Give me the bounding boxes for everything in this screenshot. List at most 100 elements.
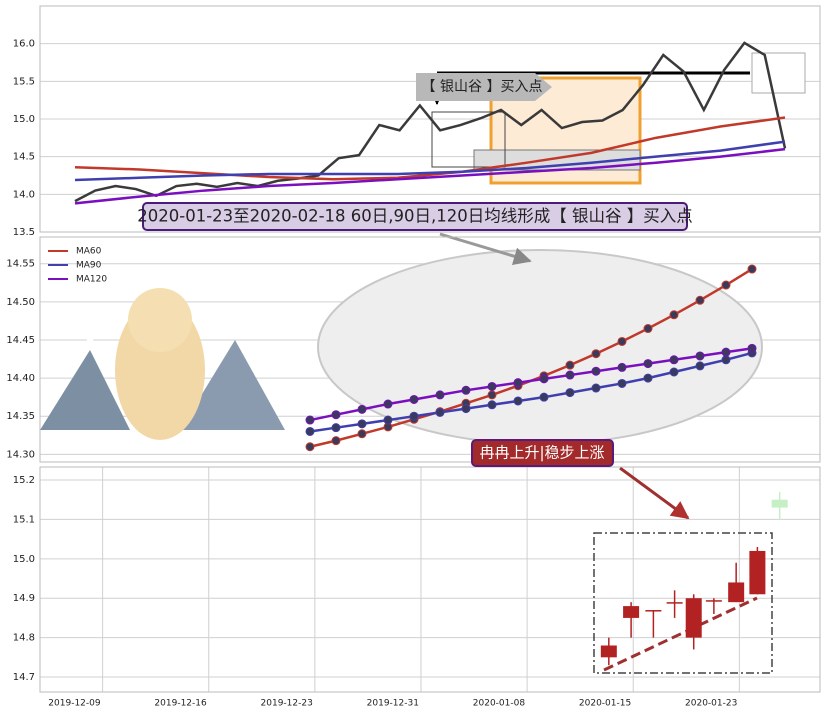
buy-label: 【 银山谷 】买入点 (422, 79, 543, 95)
series-marker (617, 362, 627, 372)
panel-frame (39, 236, 821, 463)
y-tick-label: 14.35 (6, 411, 35, 422)
caption-arrow (439, 232, 532, 265)
series-line (74, 41, 787, 203)
x-tick-label: 2020-01-08 (473, 699, 526, 709)
panel-frame (39, 466, 821, 693)
y-tick-label: 14.40 (6, 373, 35, 384)
y-tick-label: 15.0 (13, 114, 35, 125)
mountain (40, 350, 130, 430)
series-marker (643, 324, 653, 334)
series-marker (747, 264, 757, 274)
series-marker (565, 388, 575, 398)
series-marker (617, 336, 627, 346)
series-marker (331, 436, 341, 446)
series-marker (461, 385, 471, 395)
series-line (74, 147, 786, 205)
series-marker (747, 343, 757, 353)
y-tick-label: 14.55 (6, 259, 35, 270)
zoom-box (431, 111, 506, 168)
legend-label: MA60 (76, 247, 102, 257)
note: 冉冉上升|稳步上涨 (479, 444, 604, 462)
series-marker (513, 396, 523, 406)
dog-head (128, 288, 192, 352)
legend-label: MA90 (76, 261, 102, 271)
y-tick-label: 15.0 (13, 554, 35, 565)
series-marker (331, 423, 341, 433)
series-marker (643, 359, 653, 369)
y-tick-label: 15.2 (13, 475, 35, 486)
series-marker (487, 390, 497, 400)
buy-label-bg (416, 73, 552, 101)
panel-frame (39, 5, 821, 233)
note-box (471, 439, 614, 467)
y-tick-label: 14.50 (6, 297, 35, 308)
candle-body (705, 600, 722, 602)
series-marker (357, 404, 367, 414)
candle-body (749, 550, 766, 595)
series-marker (591, 366, 601, 376)
series-marker (539, 392, 549, 402)
plot: 13.5 14.0 14.5 15.0 15.5 16.0 14.30 14.35 14.40 1… (6, 39, 788, 709)
trend-line (603, 596, 758, 672)
series-marker (305, 442, 315, 452)
series-marker (305, 426, 315, 436)
series-marker (669, 310, 679, 320)
series-marker (591, 383, 601, 393)
y-tick-label: 15.5 (13, 76, 35, 87)
y-tick-label: 14.45 (6, 335, 35, 346)
series-marker (409, 411, 419, 421)
y-tick-label: 14.30 (6, 449, 35, 460)
y-tick-label: 13.5 (13, 227, 35, 238)
series-marker (487, 400, 497, 410)
series-marker (695, 361, 705, 371)
series-marker (617, 378, 627, 388)
series-marker (695, 295, 705, 305)
candle-body (666, 602, 683, 604)
series-marker (721, 347, 731, 357)
caption-box (142, 202, 688, 231)
inset-box (751, 52, 806, 94)
candle-body (685, 598, 702, 638)
series-marker (331, 410, 341, 420)
series-marker (435, 407, 445, 417)
y-tick-label: 14.7 (13, 672, 35, 683)
x-tick-label: 2020-01-15 (579, 699, 631, 709)
series-marker (643, 373, 653, 383)
series-marker (565, 370, 575, 380)
mountain-snow (80, 335, 100, 350)
caption: 2020-01-23至2020-02-18 60日,90日,120日均线形成【 … (137, 207, 693, 226)
series-marker (539, 374, 549, 384)
y-tick-label: 15.1 (13, 514, 35, 525)
series-marker (669, 367, 679, 377)
series-marker (721, 280, 731, 290)
x-tick-label: 2019-12-31 (367, 699, 419, 709)
x-tick-label: 2019-12-16 (154, 699, 207, 709)
x-tick-label: 2019-12-23 (261, 699, 313, 709)
annotations: 【 银山谷 】买入点 2020-01-23至2020-02-18 60日,90日… (137, 73, 693, 467)
background (39, 5, 821, 693)
series-marker (695, 351, 705, 361)
y-tick-label: 14.8 (13, 633, 35, 644)
candle-box (593, 532, 773, 674)
series-line (74, 116, 786, 181)
series-line (74, 140, 786, 182)
series-marker (565, 360, 575, 370)
highlight-ellipse (317, 249, 763, 445)
series-marker (721, 355, 731, 365)
candle-body (728, 582, 745, 603)
series-marker (409, 394, 419, 404)
candle-body (771, 499, 788, 508)
y-tick-label: 14.0 (13, 189, 35, 200)
series-marker (383, 399, 393, 409)
candle-body (600, 645, 617, 658)
legend-label: MA120 (76, 275, 107, 285)
annotation-arrow (619, 466, 690, 520)
y-tick-label: 14.9 (13, 593, 35, 604)
x-tick-label: 2020-01-23 (685, 699, 737, 709)
series-marker (669, 355, 679, 365)
series-marker (461, 404, 471, 414)
candle-body (623, 606, 640, 618)
series-marker (487, 381, 497, 391)
